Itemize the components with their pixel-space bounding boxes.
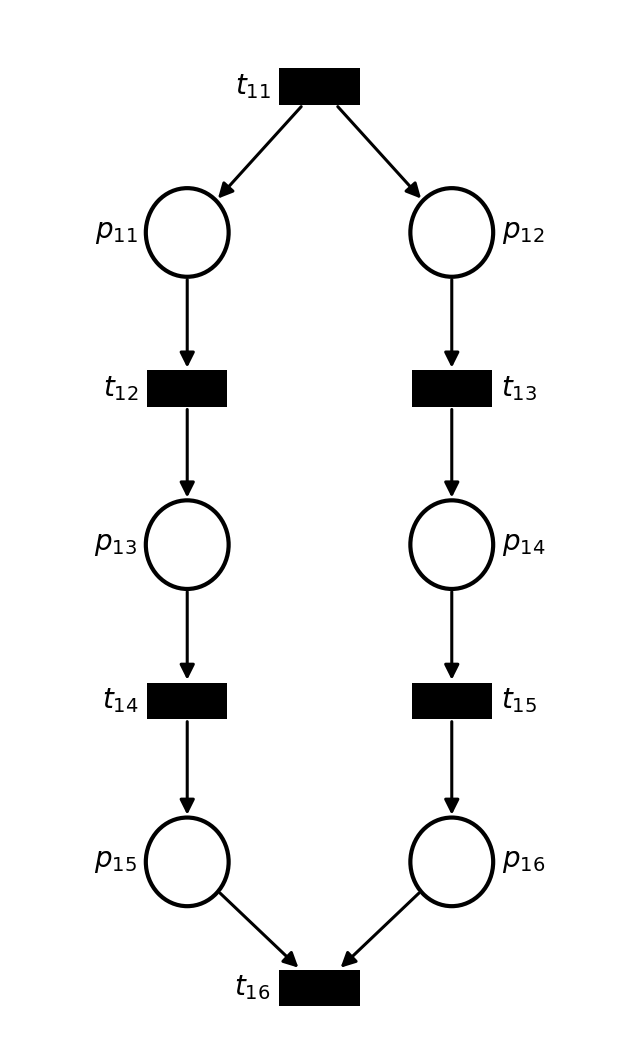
Text: $t_{11}$: $t_{11}$ [235,72,271,101]
Text: $p_{16}$: $p_{16}$ [502,849,545,875]
Text: $t_{13}$: $t_{13}$ [501,374,537,403]
Text: $p_{11}$: $p_{11}$ [95,219,137,245]
Text: $p_{14}$: $p_{14}$ [502,531,545,558]
Text: $p_{15}$: $p_{15}$ [95,849,137,875]
Bar [412,370,492,407]
Ellipse shape [410,817,493,906]
Text: $t_{12}$: $t_{12}$ [103,374,139,403]
Bar [147,683,227,719]
Ellipse shape [146,188,229,277]
Text: $p_{12}$: $p_{12}$ [502,219,544,245]
Ellipse shape [146,500,229,588]
Ellipse shape [410,500,493,588]
Bar [412,683,492,719]
Ellipse shape [410,188,493,277]
Bar [147,370,227,407]
Text: $p_{13}$: $p_{13}$ [95,531,137,558]
Bar [279,68,360,105]
Text: $t_{14}$: $t_{14}$ [102,686,139,715]
Text: $t_{15}$: $t_{15}$ [501,686,537,715]
Text: $t_{16}$: $t_{16}$ [235,973,271,1002]
Ellipse shape [146,817,229,906]
Bar [279,969,360,1006]
